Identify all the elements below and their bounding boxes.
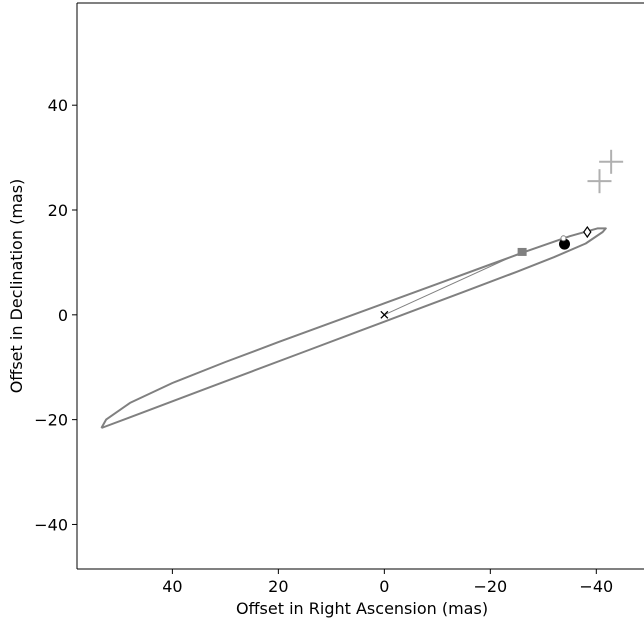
x-tick-label-2: 0 [379,577,389,596]
center-cross-stroke-1 [380,310,389,319]
x-tick-label-4: −40 [579,577,613,596]
x-tick-label-1: 20 [268,577,288,596]
filled-circle [559,238,571,250]
axes: 40 20 0 −20 −40 40 20 0 −20 −40 [34,2,644,596]
x-tick-label-0: 40 [162,577,182,596]
y-tick-label-0: 40 [48,96,68,115]
y-axis-label: Offset in Declination (mas) [7,179,26,394]
y-tick-label-3: −20 [34,411,68,430]
connector-line [384,251,523,316]
square-marker [517,247,527,256]
center-cross [380,310,389,319]
y-tick-label-2: 0 [58,306,68,325]
orbit-ellipse [100,227,607,429]
small-open-circle [560,235,567,242]
x-tick-label-3: −20 [473,577,507,596]
diamond-marker [583,225,592,239]
y-tick-label-4: −40 [34,515,68,534]
y-tick-label-1: 20 [48,201,68,220]
plus-marker-1 [587,169,612,194]
plus-marker-2 [599,149,624,174]
x-axis-label: Offset in Right Ascension (mas) [236,599,488,618]
plot-area [100,149,624,429]
